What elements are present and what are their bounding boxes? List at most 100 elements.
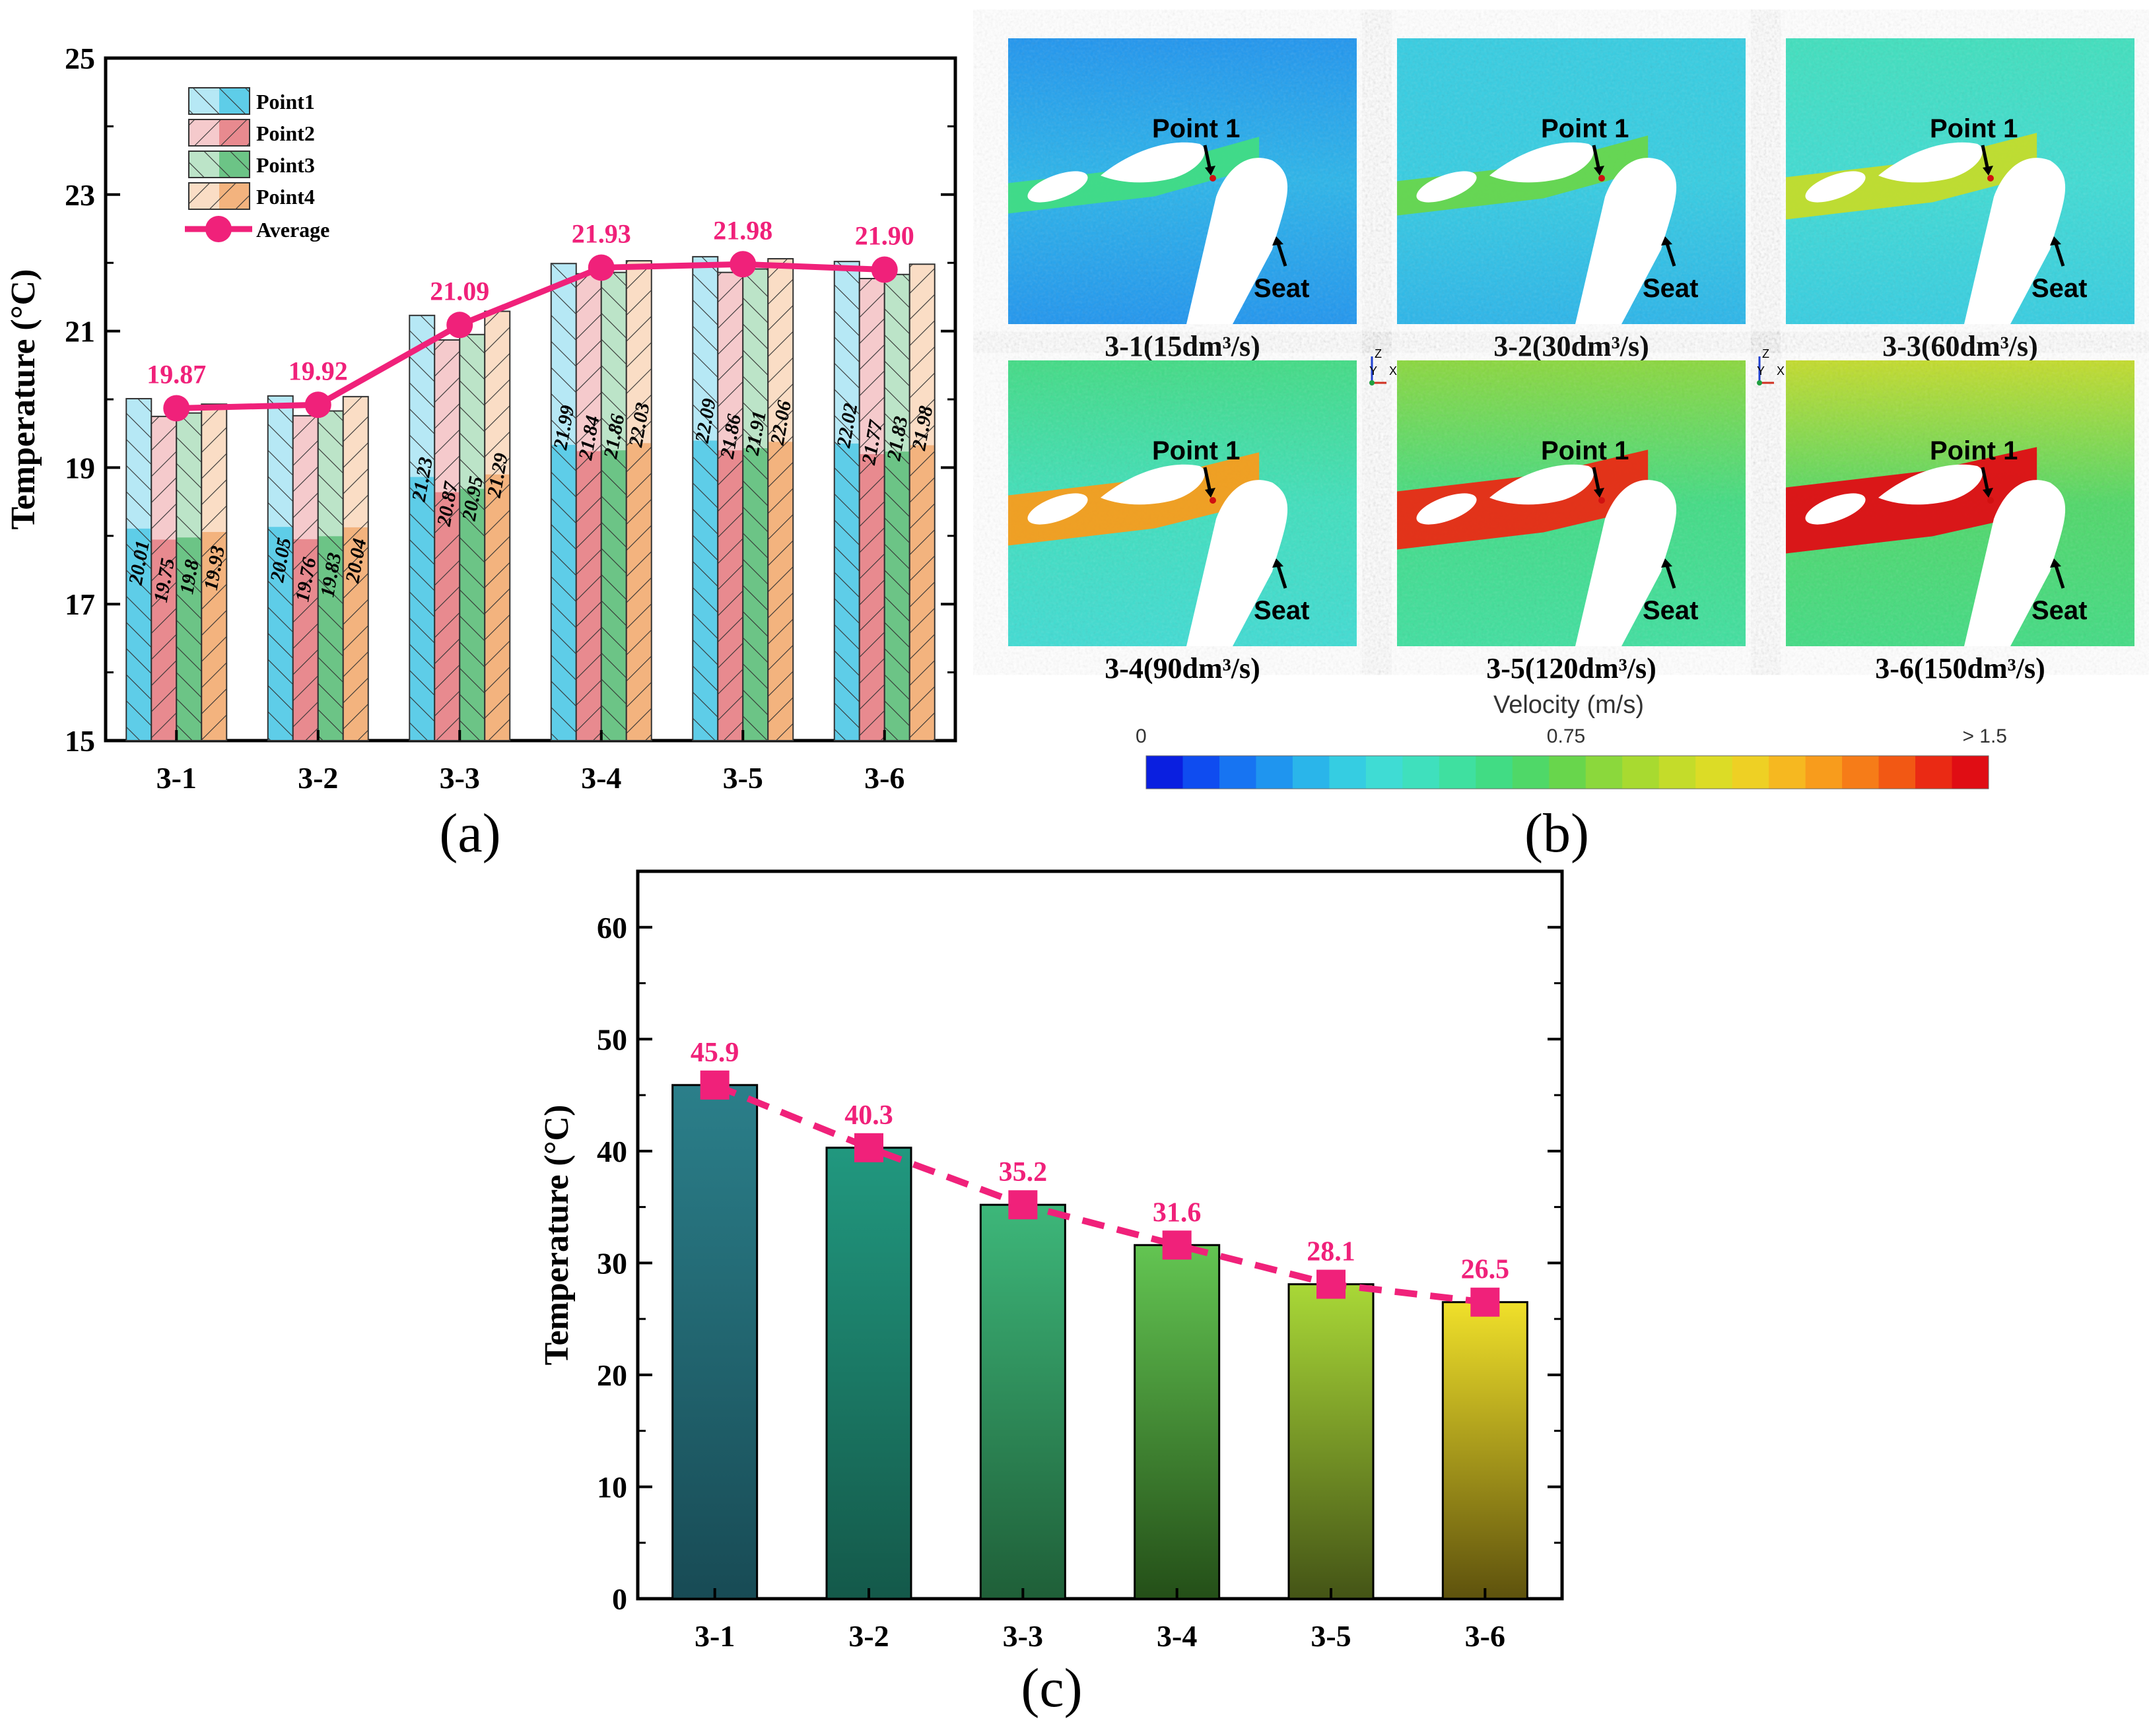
- point-1-arrowhead: [1983, 488, 1993, 498]
- seat-label: Seat: [2031, 596, 2088, 625]
- vent-slot-left: [1416, 493, 1477, 525]
- x-tick-label: 3-1: [156, 761, 197, 795]
- x-tick-label: 3-1: [695, 1619, 735, 1653]
- triad-y-label: Y: [1369, 364, 1377, 378]
- bar: [979, 1203, 1066, 1600]
- point-1-label: Point 1: [1152, 436, 1240, 465]
- bar-hatch: [550, 263, 577, 741]
- seat-label: Seat: [2031, 274, 2088, 303]
- point-1-arrow: [1981, 145, 1990, 171]
- colorbar-segment: [1146, 756, 1183, 789]
- point-1-arrow: [1203, 467, 1212, 493]
- point-1-arrow: [1203, 145, 1212, 171]
- x-tick-label: 3-5: [723, 761, 763, 795]
- bar-hatch: [908, 263, 936, 741]
- bar-hatch: [883, 273, 910, 741]
- x-tick-label: 3-6: [864, 761, 904, 795]
- colorbar-max-label: > 1.5: [1962, 725, 2007, 747]
- average-value-label: 21.93: [572, 218, 631, 248]
- vent-slot-left: [1416, 171, 1477, 203]
- bar-hatch: [692, 255, 719, 742]
- case-label: 3-5(120dm³/s): [1486, 652, 1656, 684]
- y-tick-label: 60: [597, 911, 627, 945]
- point-1-arrowhead: [1983, 166, 1993, 176]
- bar-hatch: [575, 273, 602, 741]
- bar: [671, 1084, 759, 1600]
- legend-label-point3: Point3: [256, 153, 315, 177]
- average-point: [163, 395, 190, 422]
- axis-triad-icon: ZY X: [1369, 347, 1397, 385]
- legend-average-marker: [205, 216, 232, 242]
- point-1-label: Point 1: [1930, 114, 2018, 143]
- bar: [825, 1147, 912, 1600]
- y-tick-label: 50: [597, 1022, 627, 1056]
- legend-label-average: Average: [256, 218, 329, 242]
- triad-y-label: Y: [1757, 364, 1765, 378]
- seat-arrow: [1276, 563, 1287, 589]
- panel-c-label: (c): [1021, 1657, 1082, 1719]
- y-tick-label: 15: [65, 724, 95, 758]
- seat-label: Seat: [1254, 596, 1310, 625]
- y-tick-label: 20: [597, 1358, 627, 1392]
- x-tick-label: 3-5: [1311, 1619, 1351, 1653]
- point-1-arrowhead: [1205, 166, 1215, 176]
- seat-arrow: [1276, 241, 1287, 267]
- y-axis-title: Temperature (°C): [538, 1105, 576, 1366]
- seat-label: Seat: [1643, 596, 1699, 625]
- vent-slot-right: [1101, 464, 1205, 505]
- bar-hatch: [267, 395, 294, 741]
- colorbar-segment: [1256, 756, 1293, 789]
- point-1-marker: [1598, 497, 1605, 504]
- case-label: 3-3(60dm³/s): [1882, 330, 2038, 362]
- colorbar-min-label: 0: [1136, 725, 1147, 747]
- point-1-marker: [1210, 175, 1216, 182]
- triad-z-label: Z: [1375, 347, 1382, 360]
- colorbar-mid-label: 0.75: [1547, 725, 1585, 747]
- bar-hatch: [201, 403, 228, 741]
- velocity-contour-panel: Point 1 Seat: [1397, 360, 1746, 646]
- bar-hatch: [342, 395, 369, 741]
- trend-marker: [1470, 1287, 1500, 1317]
- seat-arrowhead: [2050, 236, 2061, 246]
- point-1-arrowhead: [1594, 166, 1604, 176]
- trend-marker: [1162, 1230, 1192, 1260]
- bar-hatch: [767, 257, 794, 742]
- vent-slot-left: [1027, 493, 1088, 525]
- seat-arrowhead: [1272, 236, 1283, 246]
- bar-hatch: [858, 277, 885, 741]
- bar: [1441, 1301, 1528, 1600]
- panel-c-chart: 0 10 20 30 40 50 60 Temperature (°C) 3-1 3-2 3-3 3-…: [538, 869, 1564, 1653]
- triad-z-label: Z: [1762, 347, 1769, 360]
- bar: [1134, 1244, 1221, 1600]
- legend-swatch-hatch: [188, 119, 250, 147]
- bar-hatch: [317, 410, 344, 741]
- seat-shape: [1186, 480, 1288, 646]
- trend-marker: [1008, 1190, 1038, 1220]
- x-tick-label: 3-4: [581, 761, 621, 795]
- average-line: [176, 261, 885, 411]
- bar-hatch: [717, 271, 744, 741]
- bar-value-label: 40.3: [844, 1100, 893, 1131]
- y-axis-title: Temperature (°C): [5, 269, 42, 530]
- trend-line: [713, 1082, 1485, 1306]
- legend-swatch-hatch: [188, 150, 250, 178]
- vent-slot-right: [1489, 142, 1594, 183]
- velocity-contour-panel: Point 1 Seat: [1008, 360, 1357, 646]
- point-1-arrow: [1592, 145, 1601, 171]
- case-label: 3-4(90dm³/s): [1105, 652, 1260, 684]
- plot-frame: [636, 869, 1564, 1601]
- velocity-contour-panel: Point 1 Seat: [1397, 38, 1746, 324]
- colorbar-segment: [1842, 756, 1880, 789]
- bar-hatch: [409, 314, 436, 741]
- colorbar-segment: [1585, 756, 1623, 789]
- bar-hatch: [434, 339, 461, 741]
- panel-a-label: (a): [439, 803, 500, 864]
- average-value-label: 21.90: [855, 221, 914, 251]
- seat-shape: [1964, 480, 2066, 646]
- colorbar-segment: [1402, 756, 1440, 789]
- point-1-label: Point 1: [1930, 436, 2018, 465]
- axis-triad-icon: ZY X: [1757, 347, 1785, 385]
- bar: [1287, 1283, 1375, 1600]
- vent-slot-left: [1027, 171, 1088, 203]
